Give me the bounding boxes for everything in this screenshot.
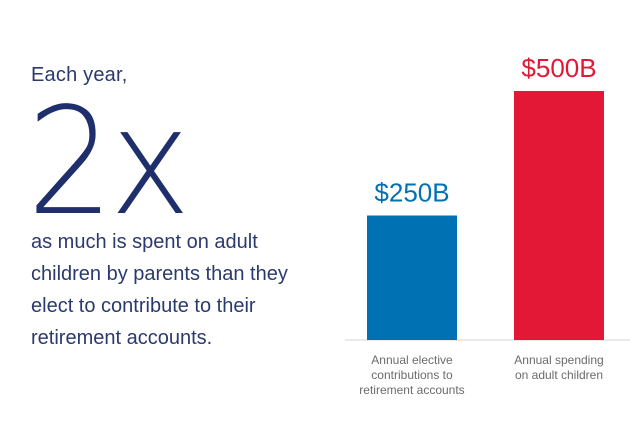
category-label-1: Annual elective contributions to retiremen… (359, 353, 464, 397)
intro-text: Each year, (31, 64, 128, 86)
value-label-1: $250B (374, 178, 449, 208)
multiplier-headline: 2x (27, 76, 191, 248)
category-label-2: Annual spending on adult children (514, 353, 603, 382)
bar-2 (514, 91, 604, 340)
description-text: as much is spent on adult children by pa… (31, 231, 288, 349)
bar-1 (367, 215, 457, 340)
value-label-2: $500B (521, 53, 596, 83)
